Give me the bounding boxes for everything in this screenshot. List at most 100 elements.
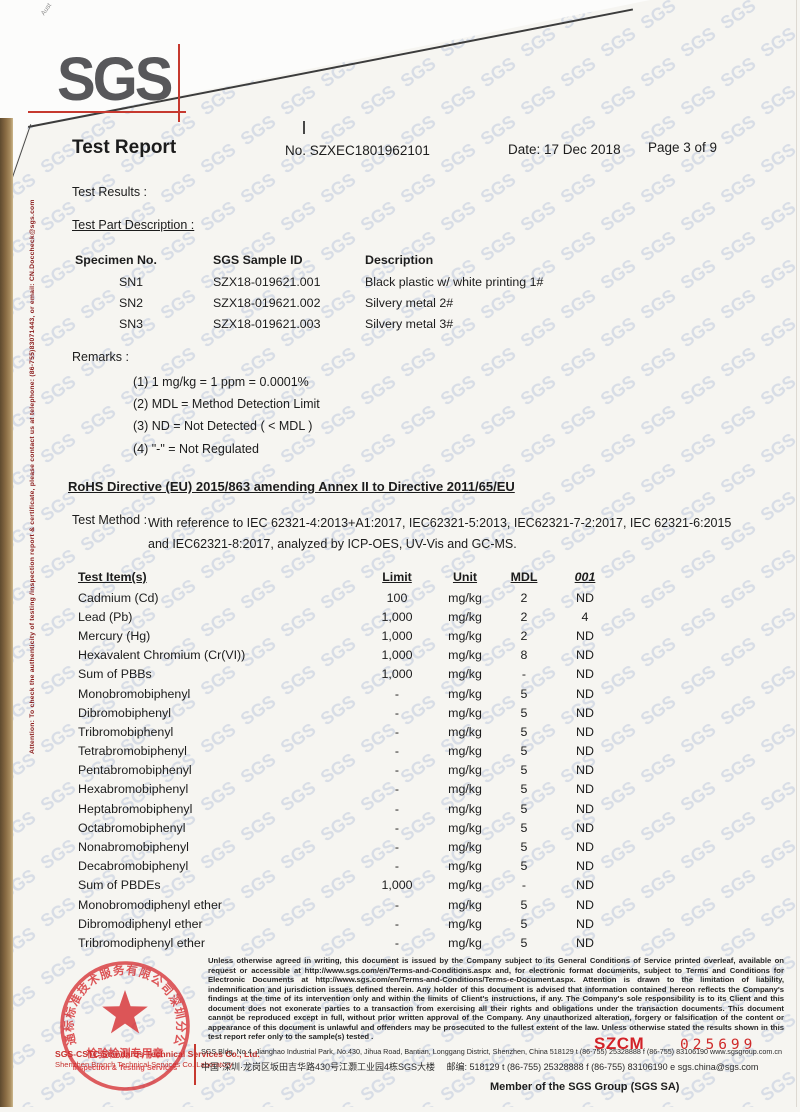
mdl-cell: 5: [520, 705, 528, 720]
remark-line: (2) MDL = Method Detection Limit: [133, 397, 320, 412]
mdl-cell: 5: [520, 801, 528, 816]
unit-cell: mg/kg: [448, 705, 482, 720]
seal-ring-text: 通标标准技术服务有限公司深圳分公司: [50, 954, 188, 1047]
result-value-cell: ND: [576, 590, 594, 605]
unit-cell: mg/kg: [448, 897, 482, 912]
result-value-cell: ND: [576, 859, 594, 874]
unit-cell: mg/kg: [448, 763, 482, 778]
result-row: Heptabromobiphenyl - mg/kg 5 ND: [78, 799, 618, 818]
remarks-list: (1) 1 mg/kg = 1 ppm = 0.0001% (2) MDL = …: [133, 371, 320, 460]
mdl-cell: 5: [520, 724, 528, 739]
result-row: Pentabromobiphenyl - mg/kg 5 ND: [78, 761, 618, 780]
specimen-no-cell: SN2: [118, 295, 144, 310]
test-item-cell: Monobromodiphenyl ether: [78, 897, 222, 912]
footer-divider-line: [194, 1044, 196, 1085]
result-value-cell: ND: [576, 763, 594, 778]
mdl-cell: 5: [520, 859, 528, 874]
result-row: Decabromobiphenyl - mg/kg 5 ND: [78, 857, 618, 876]
result-row: Mercury (Hg) 1,000 mg/kg 2 ND: [78, 626, 618, 645]
result-row: Cadmium (Cd) 100 mg/kg 2 ND: [78, 588, 618, 607]
mdl-cell: 5: [520, 916, 528, 931]
limit-cell: -: [394, 801, 400, 816]
unit-cell: mg/kg: [448, 744, 482, 759]
mdl-cell: 5: [520, 935, 528, 950]
test-item-cell: Monobromobiphenyl: [78, 686, 191, 701]
result-row: Hexavalent Chromium (Cr(VI)) 1,000 mg/kg…: [78, 646, 618, 665]
result-row: Tribromodiphenyl ether - mg/kg 5 ND: [78, 933, 618, 952]
result-value-cell: ND: [576, 667, 594, 682]
unit-cell: mg/kg: [448, 648, 482, 663]
seal-center-en: Inspection & Testing Services: [73, 1063, 178, 1072]
company-seal-stamp: 通标标准技术服务有限公司深圳分公司 检验检测专用章 Inspection & T…: [50, 954, 190, 1091]
serial-number: 025699: [680, 1037, 757, 1053]
result-row: Nonabromobiphenyl - mg/kg 5 ND: [78, 837, 618, 856]
test-method-text: With reference to IEC 62321-4:2013+A1:20…: [148, 516, 732, 551]
result-row: Monobromodiphenyl ether - mg/kg 5 ND: [78, 895, 618, 914]
address-english: SGS Bldg, No.4, Jianghao Industrial Park…: [201, 1047, 782, 1056]
test-results-label: Test Results :: [72, 185, 148, 199]
limit-header-text: Limit: [382, 570, 412, 584]
result-value-cell: ND: [576, 935, 594, 950]
mdl-cell: 2: [520, 590, 528, 605]
limit-cell: 1,000: [381, 667, 413, 682]
unit-cell: mg/kg: [448, 820, 482, 835]
unit-cell: mg/kg: [448, 590, 482, 605]
limit-cell: -: [394, 935, 400, 950]
description-cell: Silvery metal 2#: [365, 295, 454, 310]
result-value-cell: ND: [576, 686, 594, 701]
unit-header: Unit: [434, 566, 496, 588]
specimen-header-row: Specimen No. SGS Sample ID Description: [75, 249, 665, 271]
star-icon: [102, 990, 148, 1034]
result-value-cell: ND: [576, 724, 594, 739]
unit-header-text: Unit: [452, 570, 478, 584]
test-item-cell: Lead (Pb): [78, 609, 133, 624]
limit-cell: 1,000: [381, 609, 413, 624]
results-header-row: Test Item(s) Limit Unit MDL 001: [78, 566, 618, 588]
mdl-cell: 5: [520, 820, 528, 835]
test-item-cell: Cadmium (Cd): [78, 590, 159, 605]
test-item-cell: Dibromobiphenyl: [78, 705, 171, 720]
address-chinese: 中国·深圳·龙岗区坂田吉华路430号江灏工业园4栋SGS大楼 邮编: 51812…: [201, 1062, 759, 1072]
unit-cell: mg/kg: [448, 628, 482, 643]
rohs-directive-heading: RoHS Directive (EU) 2015/863 amending An…: [68, 479, 515, 494]
limit-cell: -: [394, 840, 400, 855]
result-row: Tetrabromobiphenyl - mg/kg 5 ND: [78, 742, 618, 761]
remark-line: (4) "-" = Not Regulated: [133, 441, 259, 456]
result-value-cell: 4: [581, 609, 589, 624]
test-method-label: Test Method :: [72, 513, 148, 527]
unit-cell: mg/kg: [448, 724, 482, 739]
report-number: No. SZXEC1801962101: [285, 143, 430, 158]
mdl-cell: 5: [520, 686, 528, 701]
test-item-cell: Mercury (Hg): [78, 628, 151, 643]
result-value-cell: ND: [576, 782, 594, 797]
member-line: Member of the SGS Group (SGS SA): [490, 1081, 680, 1093]
test-item-cell: Tribromobiphenyl: [78, 724, 174, 739]
test-item-cell: Pentabromobiphenyl: [78, 763, 192, 778]
result-row: Tribromobiphenyl - mg/kg 5 ND: [78, 722, 618, 741]
unit-cell: mg/kg: [448, 878, 482, 893]
mdl-cell: 2: [520, 628, 528, 643]
sample-001-header: 001: [552, 566, 618, 588]
sample-id-cell: SZX18-019621.002: [213, 295, 321, 310]
limit-cell: 1,000: [381, 628, 413, 643]
specimen-no-cell: SN3: [118, 316, 144, 331]
remark-line: (1) 1 mg/kg = 1 ppm = 0.0001%: [133, 375, 309, 389]
specimen-row: SN2 SZX18-019621.002 Silvery metal 2#: [75, 292, 665, 313]
remark-line: (3) ND = Not Detected ( < MDL ): [133, 419, 313, 434]
specimen-row: SN3 SZX18-019621.003 Silvery metal 3#: [75, 313, 665, 334]
limit-cell: -: [394, 782, 400, 797]
szcm-code: SZCM: [594, 1034, 645, 1053]
specimen-table-body: SN1 SZX18-019621.001 Black plastic w/ wh…: [75, 271, 665, 334]
limit-cell: -: [394, 686, 400, 701]
unit-cell: mg/kg: [448, 840, 482, 855]
mdl-cell: 5: [520, 744, 528, 759]
limit-cell: -: [394, 859, 400, 874]
test-item-cell: Tetrabromobiphenyl: [78, 744, 187, 759]
result-value-cell: ND: [576, 820, 594, 835]
limit-cell: -: [394, 724, 400, 739]
result-row: Hexabromobiphenyl - mg/kg 5 ND: [78, 780, 618, 799]
limit-cell: -: [394, 705, 400, 720]
test-item-cell: Hexabromobiphenyl: [78, 782, 189, 797]
logo-red-vertical-line: [178, 44, 180, 122]
